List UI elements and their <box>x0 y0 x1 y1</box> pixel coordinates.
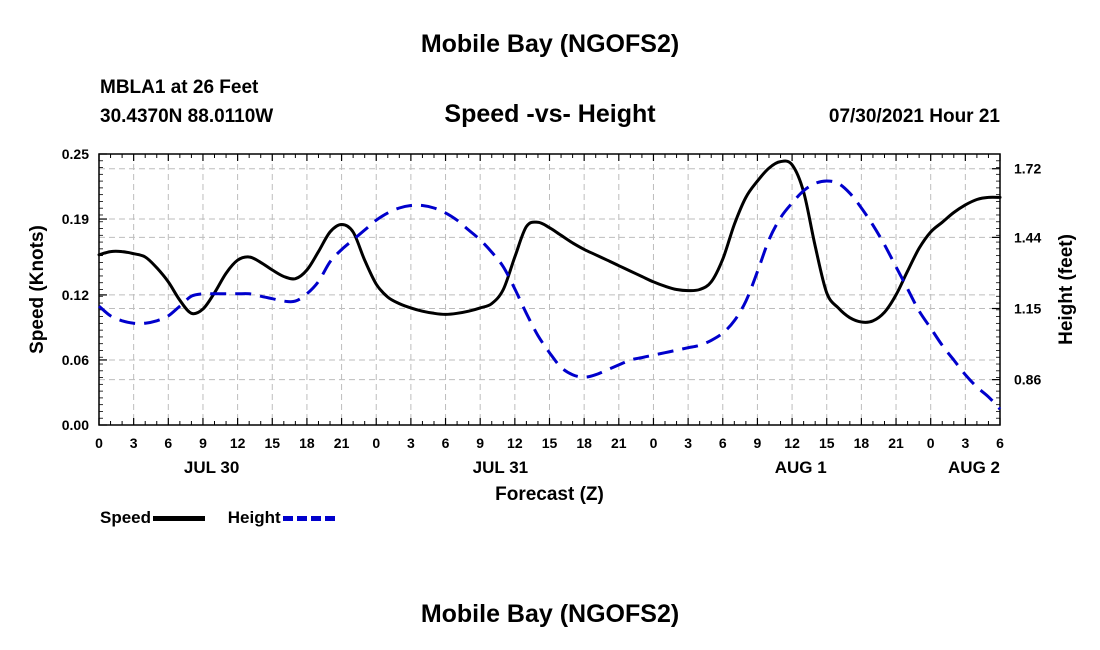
chart-subtitle: Speed -vs- Height <box>444 100 656 128</box>
x-tick-label: 21 <box>334 435 350 451</box>
y2-tick-label: 1.72 <box>1014 161 1041 177</box>
x-day-label: AUG 2 <box>948 458 1000 477</box>
x-tick-label: 9 <box>476 435 484 451</box>
series-lines <box>97 159 1002 411</box>
x-tick-label: 0 <box>650 435 658 451</box>
x-day-label: JUL 30 <box>184 458 239 477</box>
x-tick-label: 12 <box>784 435 800 451</box>
y-axis-label: Speed (Knots) <box>27 225 48 354</box>
legend-item-speed: Speed <box>100 508 206 528</box>
y-tick-label: 0.00 <box>62 417 89 433</box>
x-tick-label: 12 <box>507 435 523 451</box>
x-tick-label: 6 <box>442 435 450 451</box>
x-tick-label: 15 <box>819 435 835 451</box>
x-tick-label: 3 <box>684 435 692 451</box>
legend-speed-label: Speed <box>100 508 152 527</box>
x-tick-label: 0 <box>927 435 935 451</box>
x-day-label: AUG 1 <box>775 458 827 477</box>
y2-tick-label: 1.44 <box>1014 229 1041 245</box>
x-tick-label: 18 <box>854 435 870 451</box>
x-tick-label: 12 <box>230 435 246 451</box>
page-title: Mobile Bay (NGOFS2) <box>420 30 680 58</box>
chart-legend: Speed Height <box>100 508 353 528</box>
y2-tick-label: 0.86 <box>1014 372 1041 388</box>
x-tick-label: 3 <box>130 435 138 451</box>
legend-item-height: Height <box>228 508 335 528</box>
y2-axis-label: Height (feet) <box>1056 234 1077 345</box>
x-day-label: JUL 31 <box>473 458 528 477</box>
grid-lines <box>99 154 1000 425</box>
y-tick-label: 0.06 <box>62 352 89 368</box>
legend-speed-swatch <box>153 515 206 521</box>
x-tick-label: 6 <box>996 435 1004 451</box>
legend-height-label: Height <box>227 508 281 527</box>
x-tick-label: 15 <box>264 435 280 451</box>
y-tick-label: 0.19 <box>62 211 89 227</box>
station-coordinates: 30.4370N 88.0110W <box>100 106 274 127</box>
x-tick-label: 3 <box>961 435 969 451</box>
x-tick-label: 21 <box>611 435 627 451</box>
x-tick-label: 18 <box>576 435 592 451</box>
x-tick-label: 15 <box>542 435 558 451</box>
x-axis-label: Forecast (Z) <box>495 484 604 505</box>
axis-ticks <box>98 153 1001 426</box>
footer-title: Mobile Bay (NGOFS2) <box>420 600 680 628</box>
y-tick-label: 0.25 <box>62 146 89 162</box>
x-tick-label: 6 <box>164 435 172 451</box>
axis-labels: 0 3 6 9 12 15 18 21 0 3 6 9 12 15 18 21 0 3 6 9 12 15 18 21 0 3 6J… <box>62 146 1042 477</box>
y-tick-label: 0.12 <box>62 287 89 303</box>
x-tick-label: 21 <box>888 435 904 451</box>
x-tick-label: 18 <box>299 435 315 451</box>
series-line-speed <box>97 159 1002 324</box>
x-tick-label: 6 <box>719 435 727 451</box>
y2-tick-label: 1.15 <box>1014 301 1041 317</box>
x-tick-label: 3 <box>407 435 415 451</box>
x-tick-label: 9 <box>754 435 762 451</box>
x-tick-label: 9 <box>199 435 207 451</box>
forecast-datetime: 07/30/2021 Hour 21 <box>828 106 1000 127</box>
x-tick-label: 0 <box>95 435 103 451</box>
legend-height-swatch <box>282 515 335 521</box>
station-label: MBLA1 at 26 Feet <box>100 77 259 98</box>
x-tick-label: 0 <box>372 435 380 451</box>
series-line-height <box>98 179 1002 411</box>
